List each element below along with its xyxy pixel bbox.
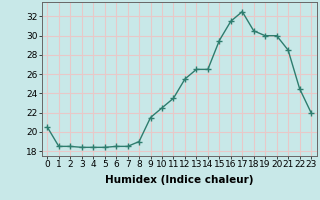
- X-axis label: Humidex (Indice chaleur): Humidex (Indice chaleur): [105, 175, 253, 185]
